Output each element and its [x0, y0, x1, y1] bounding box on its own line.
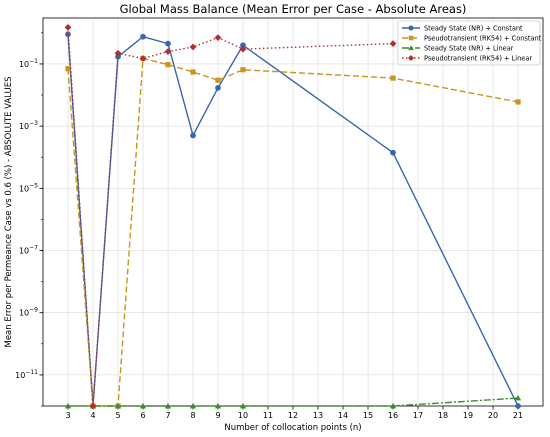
data-point — [164, 48, 172, 55]
x-tick-label: 18 — [438, 411, 448, 420]
data-point — [114, 402, 122, 409]
data-point — [189, 43, 197, 51]
legend-marker — [408, 55, 414, 61]
x-tick-label: 16 — [388, 411, 398, 420]
y-tick-label: 10−5 — [19, 182, 38, 193]
data-point — [165, 40, 171, 47]
data-point — [214, 34, 222, 42]
series-line — [67, 34, 519, 407]
data-point — [214, 402, 222, 409]
data-point — [89, 402, 97, 410]
data-point — [139, 402, 147, 409]
data-point — [65, 31, 71, 38]
x-tick-label: 6 — [140, 411, 145, 420]
data-point — [115, 53, 121, 60]
y-tick-label: 10−7 — [19, 245, 38, 256]
data-point — [190, 132, 196, 139]
data-point — [240, 42, 246, 49]
data-point — [164, 402, 172, 409]
data-point — [515, 403, 521, 409]
grid — [43, 18, 543, 406]
legend-label: Steady State (NR) + Constant — [424, 24, 523, 32]
data-point — [390, 149, 396, 156]
data-point — [239, 45, 247, 53]
x-tick-label: 13 — [313, 411, 323, 420]
series-layer — [64, 23, 522, 410]
legend-marker — [408, 35, 414, 41]
x-tick-label: 4 — [90, 411, 95, 420]
series-line — [67, 57, 519, 407]
x-axis-label: Number of collocation points (n) — [224, 423, 361, 433]
y-tick-label: 10−9 — [19, 307, 38, 318]
data-point — [240, 67, 246, 73]
legend-label: Pseudotransient (RK54) + Constant — [424, 34, 542, 42]
x-tick-label: 12 — [288, 411, 298, 420]
data-point — [189, 402, 197, 409]
x-tick-label: 15 — [363, 411, 373, 420]
data-point — [165, 62, 171, 68]
data-point — [239, 402, 247, 409]
y-axis-label: Mean Error per Permeance Case vs 0.6 (%)… — [4, 76, 14, 347]
data-point — [140, 33, 146, 40]
x-tick-label: 3 — [65, 411, 70, 420]
legend-label: Steady State (NR) + Linear — [424, 44, 514, 52]
x-tick-label: 17 — [413, 411, 423, 420]
series-line — [68, 397, 519, 407]
data-point — [514, 394, 522, 401]
y-tick-label: 10−3 — [19, 120, 38, 131]
x-axis: 3 4 5 6 7 8 9 10 11 12 13 14 15 16 17 18 19 20 21 — [65, 406, 523, 420]
x-tick-label: 9 — [215, 411, 220, 420]
series-1 — [65, 31, 521, 409]
x-tick-label: 11 — [263, 411, 273, 420]
data-point — [389, 40, 397, 48]
data-point — [65, 66, 71, 72]
legend-marker — [408, 45, 414, 51]
data-point — [64, 402, 72, 409]
x-tick-label: 19 — [463, 411, 473, 420]
x-tick-label: 21 — [513, 411, 523, 420]
x-tick-label: 10 — [238, 411, 248, 420]
data-point — [215, 77, 221, 83]
data-point — [64, 23, 72, 31]
data-point — [139, 55, 147, 62]
y-tick-label: 10−1 — [19, 58, 38, 69]
y-axis: 10−11 10−9 10−7 10−5 10−3 10−1 — [15, 32, 43, 407]
x-tick-label: 8 — [190, 411, 195, 420]
legend-marker — [408, 25, 414, 31]
y-tick-label: 10−11 — [15, 369, 38, 380]
x-tick-label: 5 — [115, 411, 120, 420]
x-tick-label: 20 — [488, 411, 498, 420]
series-4 — [64, 23, 397, 410]
data-point — [190, 69, 196, 75]
data-point — [515, 99, 521, 105]
data-point — [390, 75, 396, 81]
data-point — [389, 402, 397, 409]
legend-label: Pseudotransient (RK54) + Linear — [424, 54, 532, 62]
legend-box — [397, 20, 541, 66]
legend: Steady State (NR) + Constant Pseudotransi… — [397, 20, 542, 66]
chart-title: Global Mass Balance (Mean Error per Case… — [120, 2, 467, 16]
data-point — [114, 49, 122, 57]
x-tick-label: 14 — [338, 411, 348, 420]
x-tick-label: 7 — [165, 411, 170, 420]
data-point — [215, 85, 221, 91]
